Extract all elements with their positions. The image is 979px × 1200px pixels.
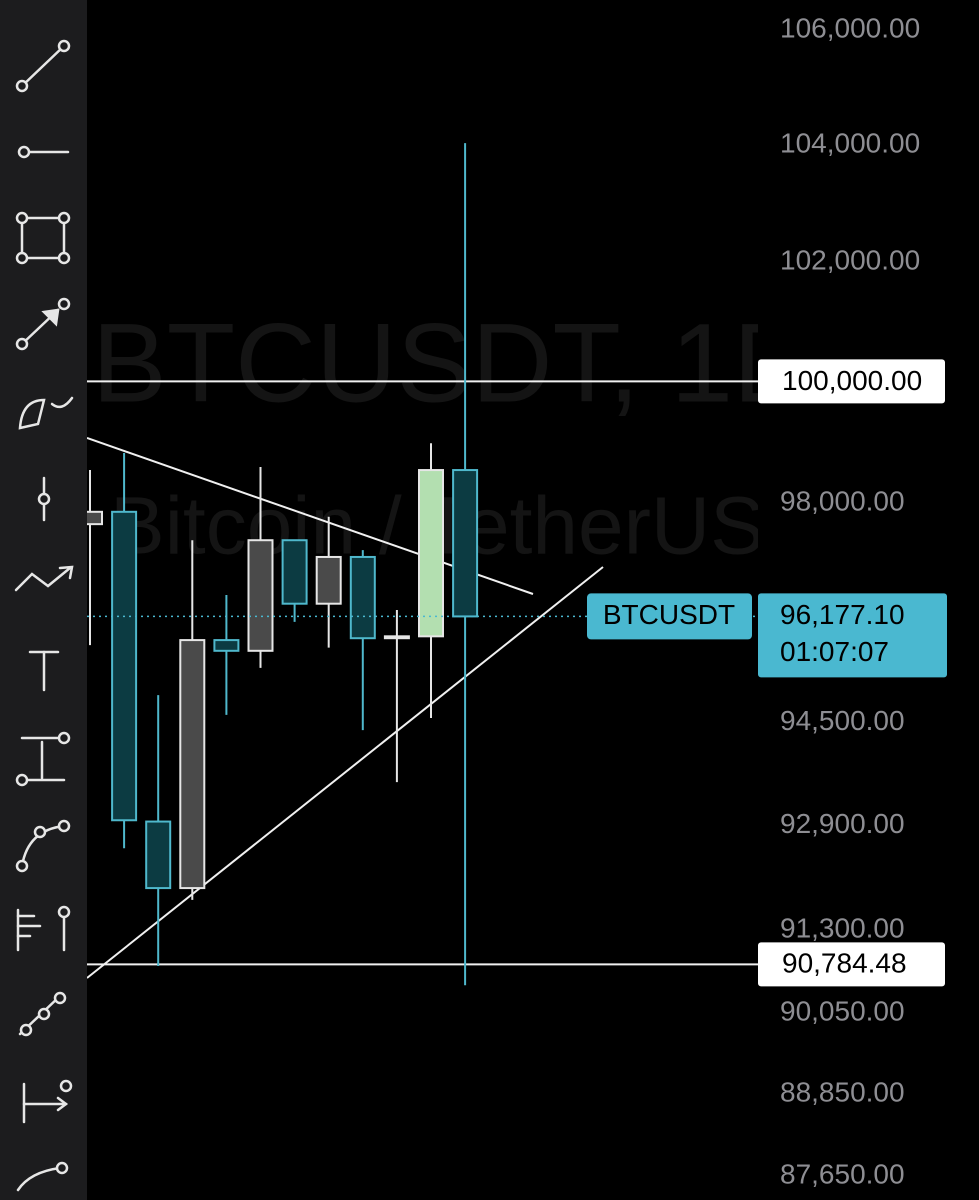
y-tick-label: 90,050.00 bbox=[780, 996, 905, 1027]
candle-body bbox=[179, 639, 206, 890]
toolbar bbox=[0, 0, 87, 1200]
candle-body bbox=[87, 510, 103, 526]
last-price-box bbox=[758, 593, 947, 678]
vertical-line-tool[interactable] bbox=[37, 476, 51, 522]
candle-body bbox=[315, 555, 342, 605]
trend-line bbox=[87, 566, 604, 979]
symbol-tag-box bbox=[587, 593, 752, 640]
y-tick-label: 98,000.00 bbox=[780, 486, 905, 517]
y-tick-label: 92,900.00 bbox=[780, 808, 905, 839]
candle-body bbox=[247, 539, 274, 652]
toolbar-icons bbox=[14, 39, 74, 1192]
symbol-tag: BTCUSDT bbox=[603, 599, 735, 630]
y-tick-label: 104,000.00 bbox=[780, 127, 920, 158]
price-label-box bbox=[758, 942, 945, 987]
rectangle-tool[interactable] bbox=[15, 211, 71, 265]
volume-profile-tool[interactable] bbox=[16, 905, 71, 952]
countdown-label: 01:07:07 bbox=[780, 636, 889, 667]
watermark: BTCUSDT, 1D Bitcoin / TetherUS bbox=[92, 301, 814, 572]
y-tick-label: 94,500.00 bbox=[780, 705, 905, 736]
price-label: 90,784.48 bbox=[782, 948, 907, 979]
candle-body bbox=[418, 469, 444, 638]
path-tool[interactable] bbox=[14, 565, 74, 592]
arrow-tool[interactable] bbox=[15, 297, 71, 351]
price-axis: 106,000.00 104,000.00 102,000.00 98,000.00 9… bbox=[758, 12, 945, 1190]
candle-body bbox=[145, 820, 172, 890]
candle-body bbox=[111, 510, 138, 822]
forecast-tool[interactable] bbox=[16, 1161, 69, 1192]
y-tick-label: 102,000.00 bbox=[780, 244, 920, 275]
y-tick-label: 87,650.00 bbox=[780, 1159, 905, 1190]
price-range-tool[interactable] bbox=[15, 731, 71, 787]
price-label: 100,000.00 bbox=[782, 365, 922, 396]
y-tick-label: 106,000.00 bbox=[780, 12, 920, 43]
brush-tool[interactable] bbox=[18, 396, 74, 430]
y-tick-label: 91,300.00 bbox=[780, 913, 905, 944]
curve-tool[interactable] bbox=[15, 819, 71, 873]
horizontal-line-tool[interactable] bbox=[17, 145, 70, 159]
price-label-box bbox=[758, 359, 945, 404]
watermark-title: BTCUSDT, 1D bbox=[92, 301, 814, 426]
candle-body bbox=[281, 539, 308, 605]
candle-body bbox=[452, 469, 479, 618]
candle-body bbox=[383, 635, 410, 640]
parallel-channel-tool[interactable] bbox=[18, 991, 67, 1037]
trend-line-tool[interactable] bbox=[15, 39, 71, 93]
candle-body bbox=[213, 639, 240, 652]
candle-body bbox=[349, 555, 376, 640]
text-tool[interactable] bbox=[28, 650, 60, 692]
date-range-tool[interactable] bbox=[22, 1079, 73, 1124]
last-price-label: 96,177.10 bbox=[780, 599, 905, 630]
y-tick-label: 88,850.00 bbox=[780, 1077, 905, 1108]
